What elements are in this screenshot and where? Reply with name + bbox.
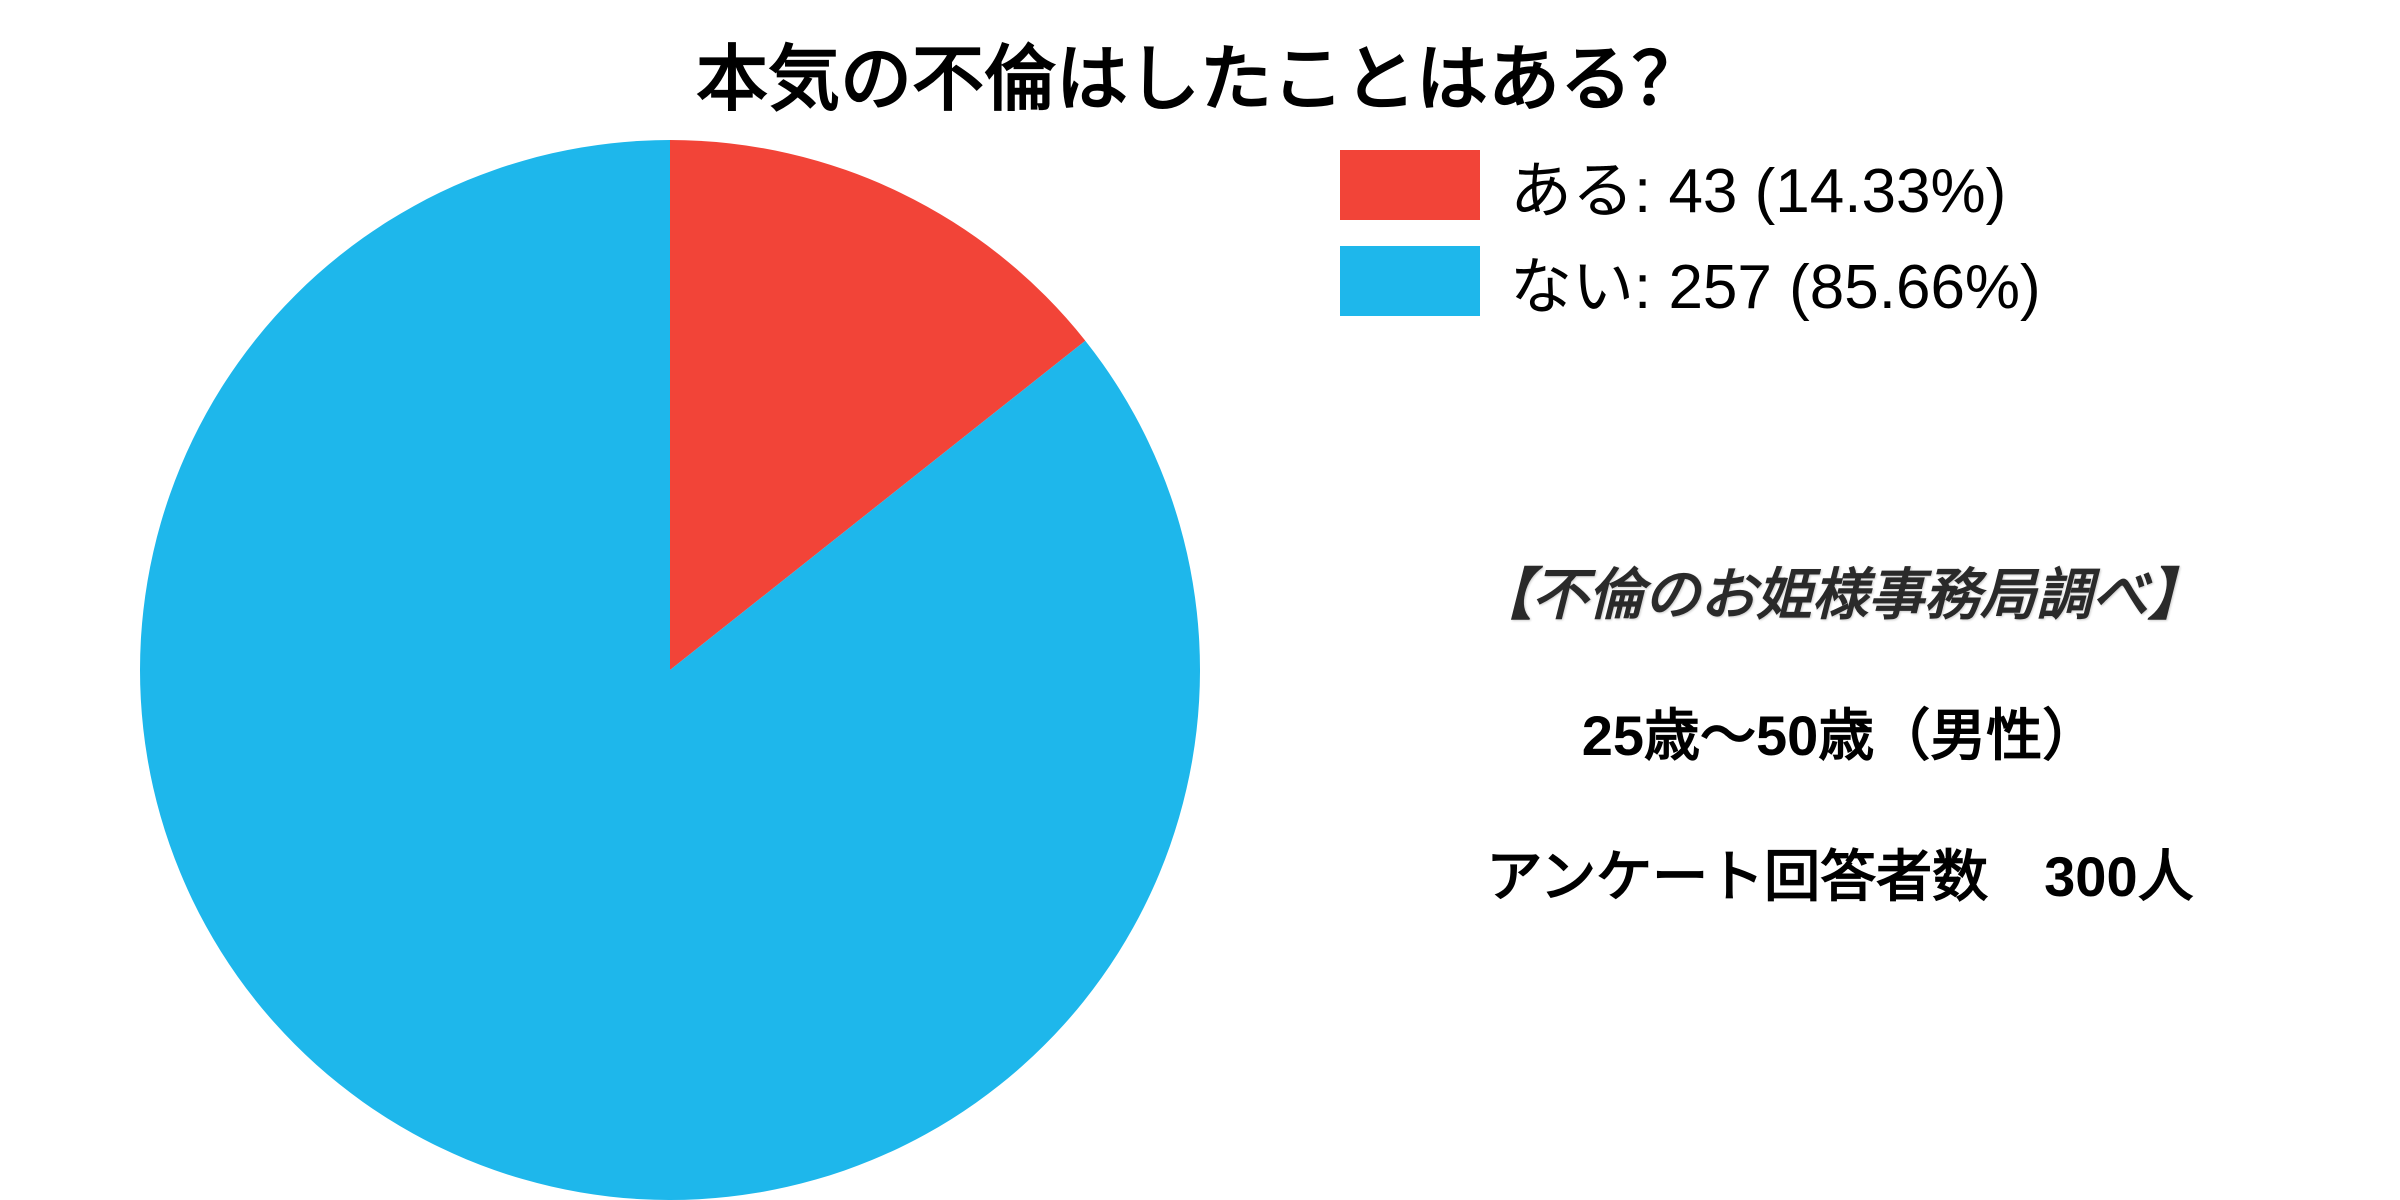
chart-title: 本気の不倫はしたことはある？ [0, 20, 2400, 125]
legend-swatch [1340, 150, 1480, 220]
pie-chart [140, 140, 1200, 1200]
info-block: 【不倫のお姫様事務局調べ】 25歳～50歳（男性） アンケート回答者数 300人 [1340, 550, 2340, 973]
info-demographic: 25歳～50歳（男性） [1340, 691, 2340, 772]
legend-item: ない: 257 (85.66%) [1340, 236, 2041, 326]
legend-label: ない: 257 (85.66%) [1510, 236, 2041, 326]
legend-label: ある: 43 (14.33%) [1510, 140, 2006, 230]
legend: ある: 43 (14.33%) ない: 257 (85.66%) [1340, 140, 2041, 332]
legend-item: ある: 43 (14.33%) [1340, 140, 2041, 230]
legend-swatch [1340, 246, 1480, 316]
info-respondents: アンケート回答者数 300人 [1340, 832, 2340, 913]
info-source: 【不倫のお姫様事務局調べ】 [1340, 550, 2340, 631]
